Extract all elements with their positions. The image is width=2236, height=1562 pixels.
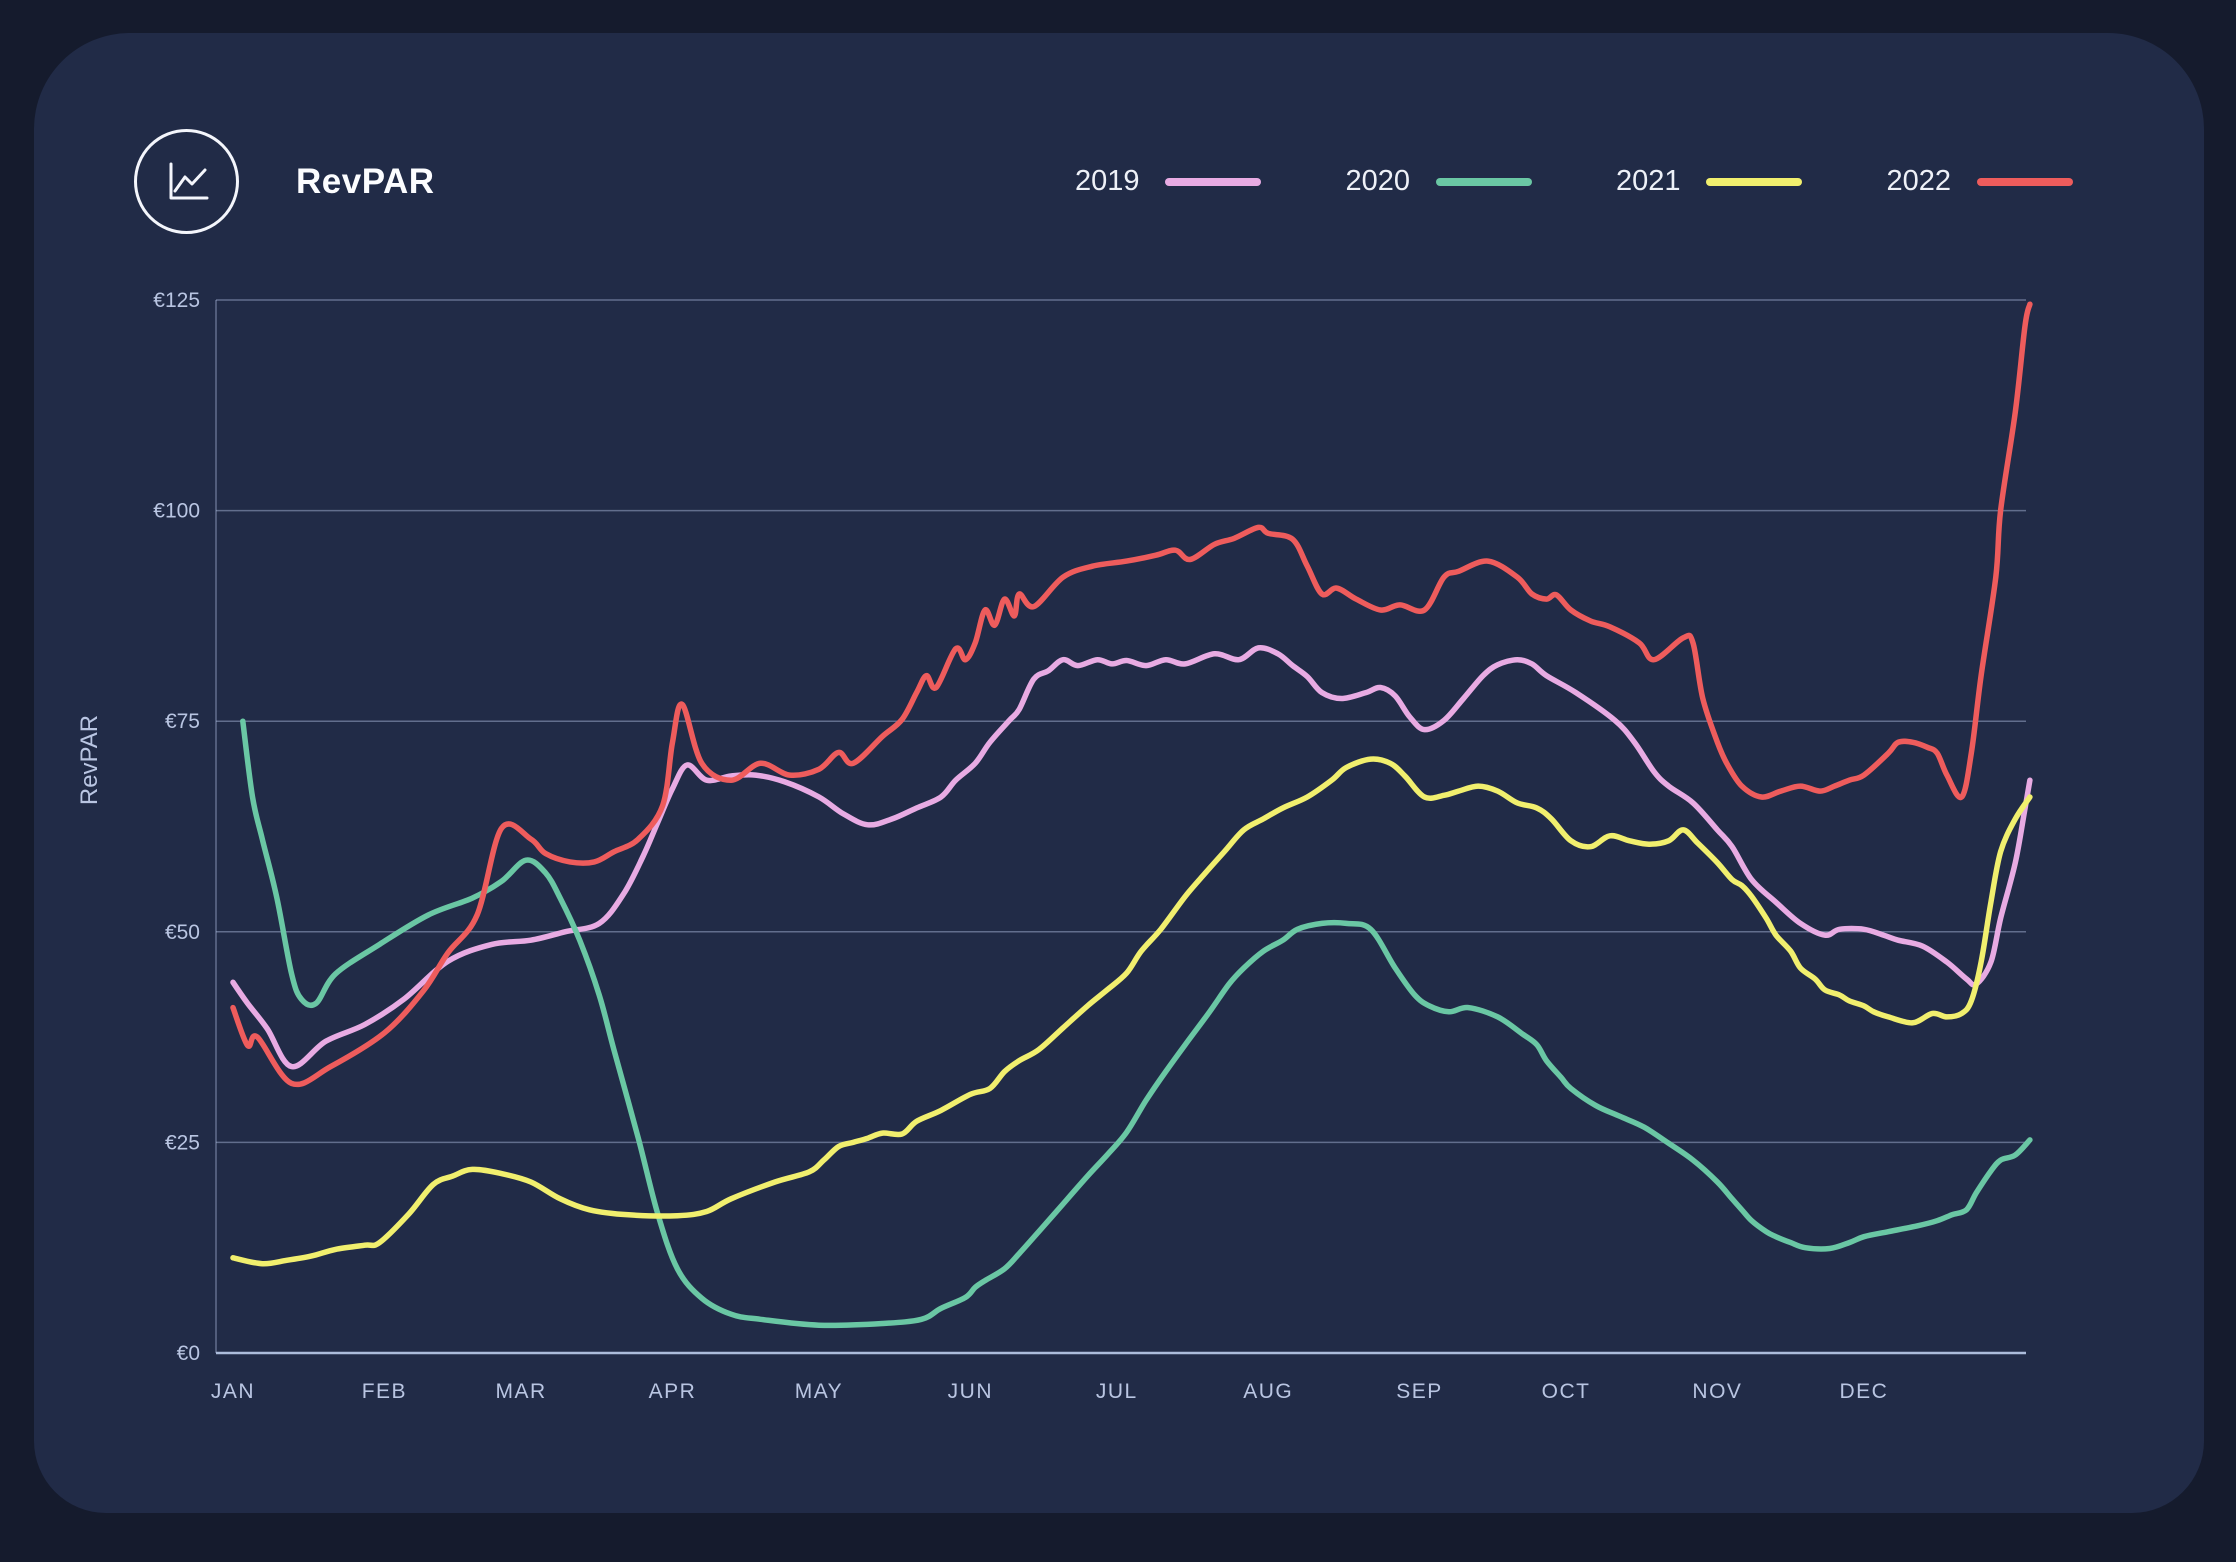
legend-swatch-2022 (1977, 177, 2073, 186)
series-line-2020 (240, 718, 2033, 1329)
x-tick-label: SEP (1396, 1380, 1443, 1403)
y-tick-label: €25 (165, 1131, 200, 1154)
series-line-2021 (230, 756, 2033, 1267)
chart-card: RevPAR 2019 2020 2021 2022 (34, 33, 2204, 1513)
legend-swatch-2019 (1165, 177, 1262, 186)
legend-item-2020[interactable]: 2020 (1345, 165, 1532, 198)
x-tick-label: JUL (1096, 1380, 1138, 1403)
legend-item-2022[interactable]: 2022 (1886, 165, 2073, 198)
series-line-2019 (230, 645, 2033, 1070)
x-tick-label: APR (649, 1380, 697, 1403)
series-line-2022 (230, 301, 2033, 1088)
x-tick-label: AUG (1243, 1380, 1293, 1403)
y-tick-label: €75 (165, 710, 200, 733)
legend-label: 2020 (1345, 165, 1410, 197)
line-chart-icon (134, 129, 239, 234)
legend-label: 2022 (1886, 165, 1951, 197)
x-tick-label: MAY (795, 1380, 843, 1403)
legend-item-2019[interactable]: 2019 (1075, 165, 1262, 198)
y-axis-title: RevPAR (76, 715, 103, 805)
x-tick-label: MAR (496, 1380, 547, 1403)
x-tick-label: DEC (1840, 1380, 1889, 1403)
legend-swatch-2021 (1706, 177, 1803, 186)
y-tick-label: €50 (165, 921, 200, 944)
x-tick-label: FEB (362, 1380, 407, 1403)
legend-swatch-2020 (1435, 177, 1532, 186)
legend-label: 2019 (1074, 165, 1140, 197)
y-tick-label: €125 (153, 289, 200, 312)
legend-label: 2021 (1615, 165, 1681, 197)
legend-item-2021[interactable]: 2021 (1616, 165, 1803, 198)
y-tick-label: €100 (153, 500, 200, 523)
x-tick-label: NOV (1692, 1380, 1742, 1403)
x-tick-label: JUN (948, 1380, 993, 1403)
page-title: RevPAR (296, 161, 435, 201)
chart-legend: 2019 2020 2021 2022 (1075, 129, 2073, 234)
x-tick-label: OCT (1542, 1380, 1591, 1403)
x-tick-label: JAN (211, 1380, 255, 1403)
y-tick-label: €0 (177, 1342, 200, 1365)
